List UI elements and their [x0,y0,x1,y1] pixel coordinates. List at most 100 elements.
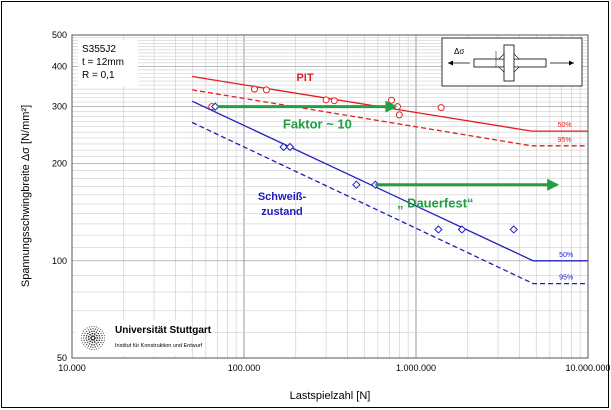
info-ratio: R = 0,1 [82,70,115,81]
logo-dot [98,334,101,337]
logo-dot [88,348,90,350]
logo-dot [97,332,99,335]
logo-subtitle: Institut für Konstruktion und Entwurf [115,343,203,349]
logo-dot [103,335,105,337]
series-label-schweisszustand: Schweiß- [258,191,307,203]
logo-dot [100,328,102,330]
logo-dot [103,332,105,334]
annotation-label: „ Dauerfest“ [397,196,474,211]
logo-dot [93,343,95,346]
logo-dot [97,341,99,344]
logo-dot [83,330,85,332]
logo-dot [81,342,83,344]
fit-line-50 [192,75,588,132]
logo-dot [87,341,89,344]
annotations: Faktor ~ 10 „ Dauerfest“ [217,100,560,211]
y-tick-label: 100 [52,256,67,266]
data-point [395,111,403,119]
data-point [434,225,443,234]
logo-dot [91,343,93,346]
logo-dot [81,335,83,337]
logo-dot [93,330,95,333]
logo-dot [80,337,82,339]
logo-dot [94,346,97,348]
y-tick-label: 200 [52,159,67,169]
logo-dot [89,340,91,343]
plot-border [71,34,589,359]
specimen-sketch: Δσ [441,37,583,87]
fit-line-label: 50% [559,252,573,259]
logo-dot [81,332,83,334]
logo-dot [84,341,86,344]
logo-dot [93,348,95,351]
logo-dot [101,330,103,332]
data-point [279,142,288,152]
logo-dot [99,337,101,339]
data-point [250,85,258,93]
logo-dot [100,341,102,344]
x-tick-label: 10.000.000 [565,363,610,373]
logo-dot [96,348,98,350]
logo-dot [86,327,88,329]
logo-dot [100,332,102,335]
x-tick-label: 1.000.000 [396,363,436,373]
data-point [509,225,518,234]
logo-dot [88,326,90,328]
logo-dot [93,325,95,328]
series-label-schweisszustand: zustand [261,206,303,218]
logo-dot [96,345,99,347]
logo-dot [93,333,96,335]
logo-dot [98,330,101,333]
logo-dot [98,343,101,346]
logo-dot [98,347,100,349]
university-logo: Universität Stuttgart Institut für Konst… [75,320,212,356]
logo-dot [81,339,83,341]
logo-dot [87,345,90,347]
fit-line-95 [192,89,588,147]
logo-dot [91,338,93,341]
logo-dot [85,330,88,333]
y-tick-label: 300 [52,102,67,112]
logo-dot [94,337,96,339]
logo-dot [87,329,90,331]
logo-dot [100,346,102,348]
fit-line-50 [191,100,588,262]
logo-dot [95,339,98,342]
logo-dots-icon [80,325,106,351]
logo-dot [85,343,88,346]
data-point [457,225,467,234]
logo-dot [96,337,99,339]
logo-dot [91,348,93,351]
logo-dot [101,334,103,337]
y-tick-label: 500 [52,30,67,40]
logo-dot [87,332,89,335]
fit-line-95 [191,121,588,285]
annotation-arrowhead [385,100,398,113]
series-labels: 50% 95% 50% 95% PIT Schweiß-zustand [258,72,573,282]
logo-dot [83,339,85,342]
logo-dot [93,335,95,338]
logo-dot [85,334,88,337]
data-point [285,142,295,152]
logo-dot [91,335,93,338]
data-point [330,97,338,105]
data-point [262,86,270,94]
logo-dot [101,344,103,346]
logo-dot [89,346,92,348]
logo-dot [85,339,88,342]
logo-dot [85,337,87,339]
data-point [437,104,445,112]
logo-dot [88,343,91,345]
y-axis-title: Spannungsschwingbreite Δσ [N/mm²] [20,105,32,287]
logo-dot [104,337,106,339]
logo-dot [91,332,94,335]
data-point [387,96,395,104]
y-tick-label: 50 [57,353,67,363]
grid [71,34,589,359]
info-material: S355J2 [82,44,116,55]
logo-dot [93,338,95,341]
logo-dot [101,339,103,342]
series-label-pit: PIT [296,72,313,84]
logo-dot [83,334,85,337]
